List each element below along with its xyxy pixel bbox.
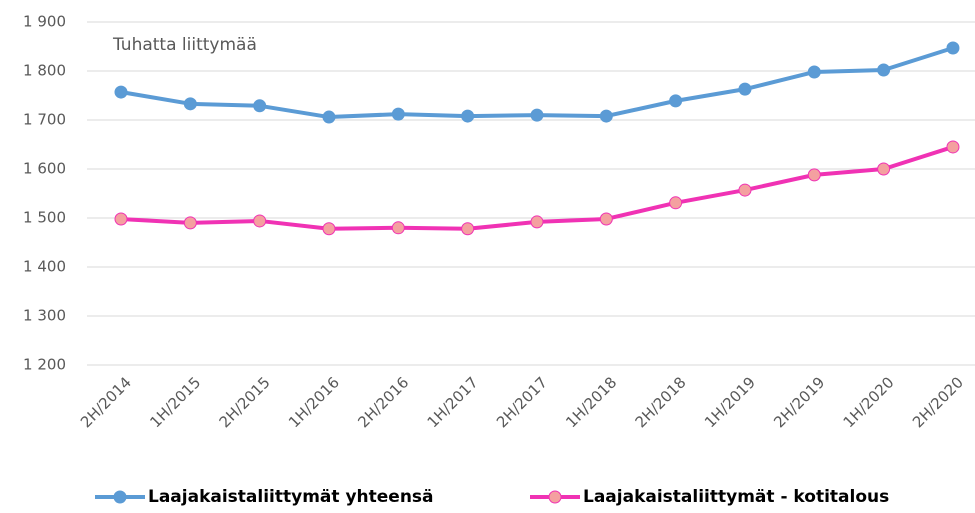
point <box>183 97 197 111</box>
point <box>669 94 683 108</box>
legend-marker <box>548 490 562 504</box>
point <box>322 110 336 124</box>
point <box>114 85 128 99</box>
y-tick-label: 1 300 <box>23 307 66 325</box>
point <box>114 212 128 226</box>
point <box>877 63 891 77</box>
annotation: Tuhatta liittymää <box>112 35 257 55</box>
x-tick-label: 1H/2020 <box>840 373 898 431</box>
point <box>530 108 544 122</box>
point <box>946 140 960 154</box>
point <box>599 109 613 123</box>
legend-label: Laajakaistaliittymät - kotitalous <box>583 487 889 507</box>
point <box>807 65 821 79</box>
point <box>461 222 475 236</box>
y-tick-label: 1 900 <box>23 13 66 31</box>
point <box>253 99 267 113</box>
x-tick-label: 2H/2019 <box>770 373 828 431</box>
point <box>599 212 613 226</box>
point <box>807 168 821 182</box>
x-tick-label: 2H/2014 <box>77 373 135 431</box>
y-tick-label: 1 800 <box>23 62 66 80</box>
point <box>461 109 475 123</box>
point <box>391 107 405 121</box>
x-tick-label: 1H/2017 <box>424 373 482 431</box>
x-tick-label: 2H/2018 <box>632 373 690 431</box>
point <box>738 82 752 96</box>
y-tick-label: 1 500 <box>23 209 66 227</box>
point <box>183 216 197 230</box>
x-tick-label: 2H/2015 <box>216 373 274 431</box>
x-tick-label: 1H/2019 <box>701 373 759 431</box>
point <box>669 196 683 210</box>
y-tick-label: 1 200 <box>23 356 66 374</box>
series-line <box>120 46 954 120</box>
point <box>391 221 405 235</box>
point <box>877 162 891 176</box>
point <box>322 222 336 236</box>
x-tick-label: 2H/2017 <box>493 373 551 431</box>
x-tick-label: 1H/2015 <box>146 373 204 431</box>
legend-label: Laajakaistaliittymät yhteensä <box>148 487 434 507</box>
x-tick-label: 2H/2020 <box>909 373 967 431</box>
x-tick-label: 1H/2018 <box>562 373 620 431</box>
point <box>530 215 544 229</box>
x-tick-label: 2H/2016 <box>354 373 412 431</box>
point <box>253 214 267 228</box>
legend-marker <box>113 490 127 504</box>
x-tick-label: 1H/2016 <box>285 373 343 431</box>
y-tick-label: 1 600 <box>23 160 66 178</box>
y-tick-label: 1 700 <box>23 111 66 129</box>
point <box>738 183 752 197</box>
point <box>946 41 960 55</box>
y-tick-label: 1 400 <box>23 258 66 276</box>
